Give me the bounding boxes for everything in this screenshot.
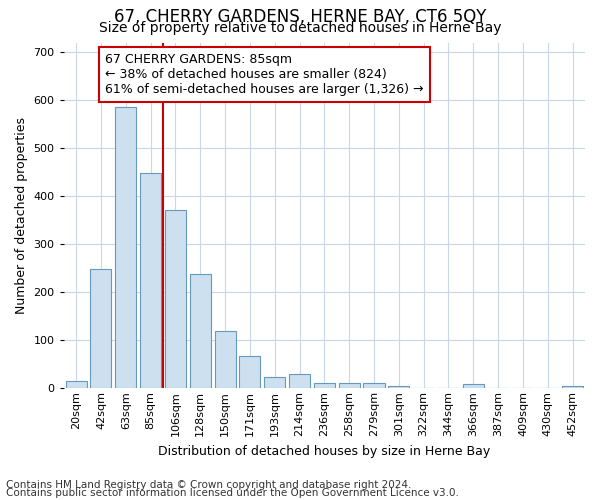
Bar — [165, 210, 186, 388]
Bar — [264, 377, 285, 388]
Bar — [463, 384, 484, 388]
Bar — [91, 269, 112, 388]
Bar — [338, 382, 360, 388]
Y-axis label: Number of detached properties: Number of detached properties — [15, 117, 28, 314]
Text: Size of property relative to detached houses in Herne Bay: Size of property relative to detached ho… — [99, 21, 501, 35]
Bar — [314, 382, 335, 388]
Text: 67 CHERRY GARDENS: 85sqm
← 38% of detached houses are smaller (824)
61% of semi-: 67 CHERRY GARDENS: 85sqm ← 38% of detach… — [106, 53, 424, 96]
Bar — [190, 274, 211, 388]
Bar — [65, 381, 86, 388]
Bar — [388, 386, 409, 388]
Bar — [364, 384, 385, 388]
Bar — [562, 386, 583, 388]
Text: Contains HM Land Registry data © Crown copyright and database right 2024.: Contains HM Land Registry data © Crown c… — [6, 480, 412, 490]
Text: 67, CHERRY GARDENS, HERNE BAY, CT6 5QY: 67, CHERRY GARDENS, HERNE BAY, CT6 5QY — [114, 8, 486, 26]
Bar — [215, 330, 236, 388]
Bar — [115, 108, 136, 388]
X-axis label: Distribution of detached houses by size in Herne Bay: Distribution of detached houses by size … — [158, 444, 490, 458]
Bar — [140, 173, 161, 388]
Bar — [289, 374, 310, 388]
Bar — [239, 356, 260, 388]
Text: Contains public sector information licensed under the Open Government Licence v3: Contains public sector information licen… — [6, 488, 459, 498]
